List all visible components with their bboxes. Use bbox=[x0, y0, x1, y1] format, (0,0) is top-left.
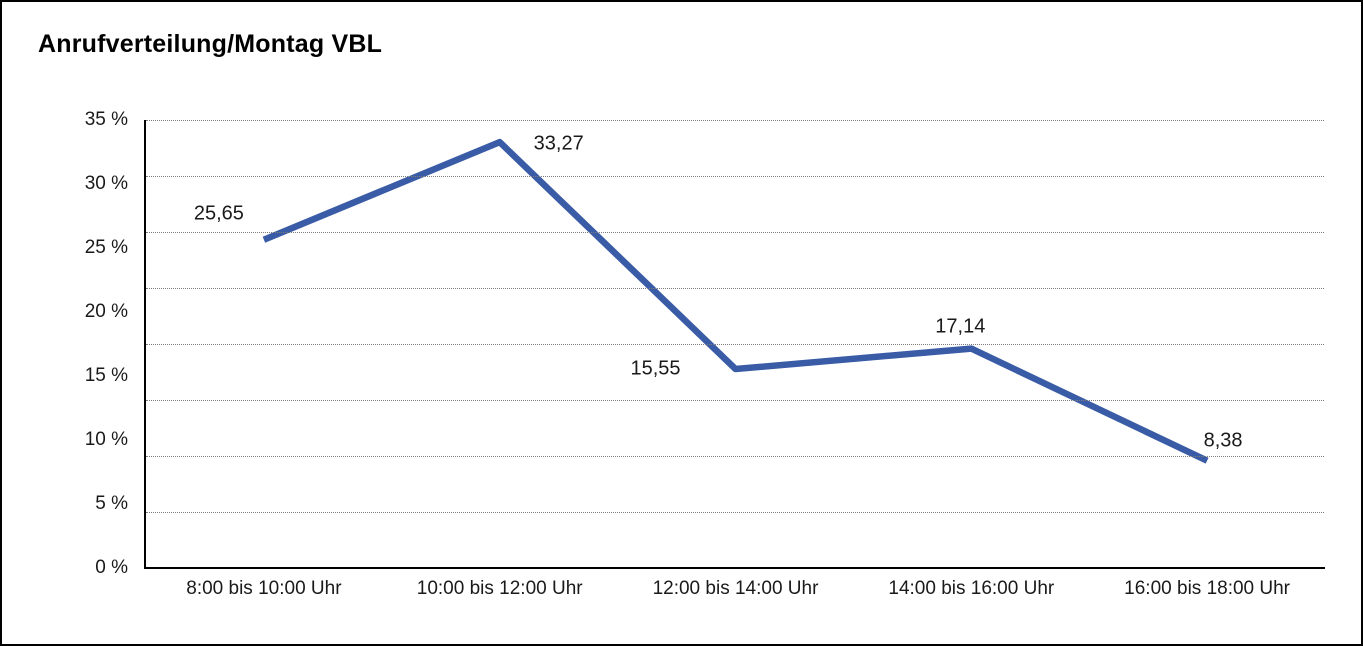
gridline bbox=[146, 176, 1324, 177]
y-axis-tick-label: 15 % bbox=[84, 365, 128, 386]
gridline bbox=[146, 512, 1324, 513]
gridline bbox=[146, 400, 1324, 401]
y-axis-tick-label: 35 % bbox=[84, 109, 128, 130]
gridline bbox=[146, 456, 1324, 457]
data-point-value-label: 25,65 bbox=[193, 202, 244, 225]
y-axis-tick-label: 10 % bbox=[84, 429, 128, 450]
gridline bbox=[146, 120, 1324, 121]
data-point-value-label: 17,14 bbox=[935, 315, 986, 338]
gridline bbox=[146, 344, 1324, 345]
x-axis-category-label: 8:00 bis 10:00 Uhr bbox=[186, 578, 342, 599]
y-axis-tick-label: 30 % bbox=[84, 173, 128, 194]
x-axis-category-label: 16:00 bis 18:00 Uhr bbox=[1124, 578, 1291, 599]
data-point-value-label: 15,55 bbox=[630, 357, 681, 380]
y-axis-tick-label: 20 % bbox=[84, 301, 128, 322]
x-axis-category-label: 14:00 bis 16:00 Uhr bbox=[888, 578, 1055, 599]
gridline bbox=[146, 288, 1324, 289]
y-axis-tick-label: 5 % bbox=[95, 493, 128, 514]
data-point-value-label: 33,27 bbox=[533, 132, 584, 155]
gridline bbox=[146, 232, 1324, 233]
x-axis-category-label: 10:00 bis 12:00 Uhr bbox=[416, 578, 583, 599]
y-axis-tick-label: 0 % bbox=[95, 557, 128, 578]
x-axis-category-label: 12:00 bis 14:00 Uhr bbox=[652, 578, 819, 599]
data-line bbox=[262, 138, 1209, 464]
data-point-value-label: 8,38 bbox=[1203, 429, 1243, 452]
chart-title: Anrufverteilung/Montag VBL bbox=[38, 30, 383, 58]
x-axis-line bbox=[144, 567, 1325, 569]
y-axis-line bbox=[144, 120, 146, 568]
y-axis-tick-label: 25 % bbox=[84, 237, 128, 258]
